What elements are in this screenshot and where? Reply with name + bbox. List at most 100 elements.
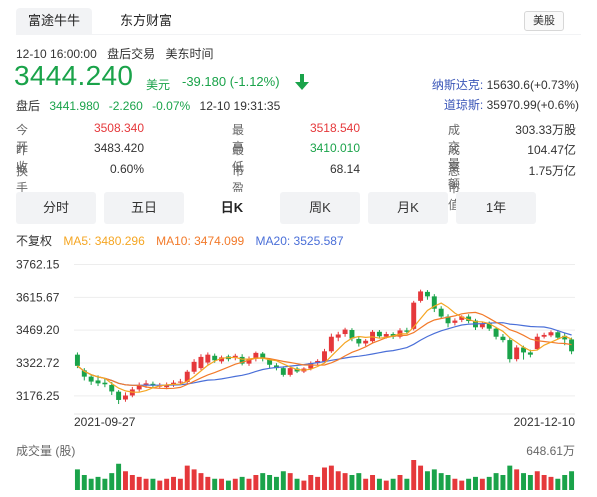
volume-bar: [301, 480, 307, 490]
volume-bar: [541, 475, 547, 490]
stat-high-label: 最 高: [232, 123, 245, 154]
market-badge: 美股: [524, 11, 564, 31]
volume-bar: [171, 476, 176, 490]
volume-bar: [356, 473, 362, 490]
price-currency: 美元: [146, 78, 171, 92]
candle-body: [109, 384, 115, 392]
volume-bar: [376, 478, 382, 490]
candle-body: [479, 323, 485, 328]
period-tab-monthly[interactable]: 月K: [368, 192, 448, 224]
volume-bar: [493, 473, 499, 490]
volume-bar: [212, 478, 218, 490]
ma5-line: [77, 302, 572, 393]
tab-eastmoney[interactable]: 东方财富: [119, 13, 172, 28]
volume-bar: [287, 473, 293, 490]
stat-volume-label: 成交量: [448, 123, 461, 171]
stat-low-label: 最 低: [232, 143, 245, 174]
tab-divider: [16, 34, 581, 35]
tab-futu[interactable]: 富途牛牛: [16, 8, 92, 34]
after-hours-time: 12-10 19:31:35: [199, 99, 281, 113]
volume-bar: [424, 471, 430, 490]
volume-bar: [95, 476, 101, 490]
volume-bar: [109, 473, 115, 490]
stat-mcap-value: 1.75万亿: [528, 164, 576, 178]
candlestick-chart[interactable]: 3762.15 3615.67 3469.20 3322.72 3176.25 2021-…: [0, 248, 597, 497]
candle-body: [102, 382, 108, 385]
session-datetime: 12-10 16:00:00: [16, 47, 97, 61]
session-info: 12-10 16:00:00 盘后交易 美东时间: [16, 45, 220, 62]
candle-body: [527, 352, 533, 355]
candle-body: [116, 391, 122, 400]
ma5-value: MA5: 3480.296: [63, 234, 145, 248]
after-hours-pct: -0.07%: [152, 99, 191, 113]
volume-bar: [191, 469, 197, 490]
volume-bar: [534, 471, 540, 490]
candle-body: [164, 384, 170, 388]
candle-body: [273, 365, 279, 369]
candle-body: [95, 380, 101, 384]
volume-bar: [74, 469, 80, 490]
stat-amount-value: 104.47亿: [527, 143, 576, 157]
volume-bar: [411, 460, 417, 490]
x-tick-label: 2021-12-10: [514, 415, 576, 429]
candle-body: [493, 328, 499, 337]
candle-body: [424, 291, 430, 297]
arrow-down-icon: [295, 74, 309, 90]
volume-bar: [514, 469, 520, 490]
ma20-value: MA20: 3525.587: [255, 234, 344, 248]
last-price: 3444.240: [14, 60, 134, 91]
volume-bar: [246, 478, 252, 490]
volume-bar: [239, 476, 245, 490]
volume-bar: [445, 475, 451, 490]
candle-body: [363, 340, 369, 344]
volume-bar: [431, 469, 437, 490]
candle-body: [431, 296, 437, 309]
period-tab-1year[interactable]: 1年: [456, 192, 536, 224]
volume-bar: [527, 475, 533, 490]
volume-bar: [308, 475, 314, 490]
ma10-value: MA10: 3474.099: [156, 234, 245, 248]
volume-bar: [562, 475, 568, 490]
volume-bar: [466, 478, 472, 490]
index-nasdaq: 纳斯达克: 15630.6(+0.73%): [432, 76, 579, 93]
volume-label: 成交量 (股): [16, 444, 76, 458]
stat-open-label: 今 开: [16, 123, 29, 154]
volume-bar: [102, 478, 108, 490]
volume-bar: [225, 480, 231, 490]
candle-body: [418, 291, 424, 301]
candle-body: [376, 331, 382, 337]
candle-body: [569, 339, 575, 352]
candle-body: [500, 336, 506, 341]
candle-body: [411, 302, 417, 329]
volume-bar: [555, 478, 561, 490]
volume-bar: [500, 475, 506, 490]
period-tab-daily[interactable]: 日K: [192, 192, 272, 224]
index-nasdaq-value: 15630.6(+0.73%): [486, 78, 579, 92]
candle-body: [123, 395, 128, 400]
stat-low-value: 3410.010: [309, 141, 360, 155]
volume-bar: [418, 465, 424, 490]
y-tick-label: 3322.72: [16, 356, 60, 370]
volume-bar: [370, 475, 376, 490]
volume-bar: [116, 463, 122, 490]
volume-bar: [129, 475, 135, 490]
candle-body: [335, 334, 341, 338]
price-change: -39.180 (-1.12%): [182, 74, 280, 89]
volume-bar: [328, 465, 334, 490]
volume-bar: [342, 473, 348, 490]
volume-bar: [184, 465, 190, 490]
candle-body: [438, 308, 444, 317]
adjust-label[interactable]: 不复权: [16, 234, 53, 248]
volume-bar: [164, 478, 170, 490]
period-tab-weekly[interactable]: 周K: [280, 192, 360, 224]
after-hours-price: 3441.980: [49, 99, 100, 113]
period-tab-intraday[interactable]: 分时: [16, 192, 96, 224]
candle-body: [219, 357, 225, 362]
volume-bar: [404, 478, 410, 490]
stat-open-value: 3508.340: [93, 121, 144, 135]
y-tick-label: 3762.15: [16, 257, 60, 271]
period-tab-5day[interactable]: 五日: [104, 192, 184, 224]
volume-bar: [322, 467, 327, 490]
after-hours-label: 盘后: [16, 99, 41, 113]
volume-bar: [335, 471, 341, 490]
